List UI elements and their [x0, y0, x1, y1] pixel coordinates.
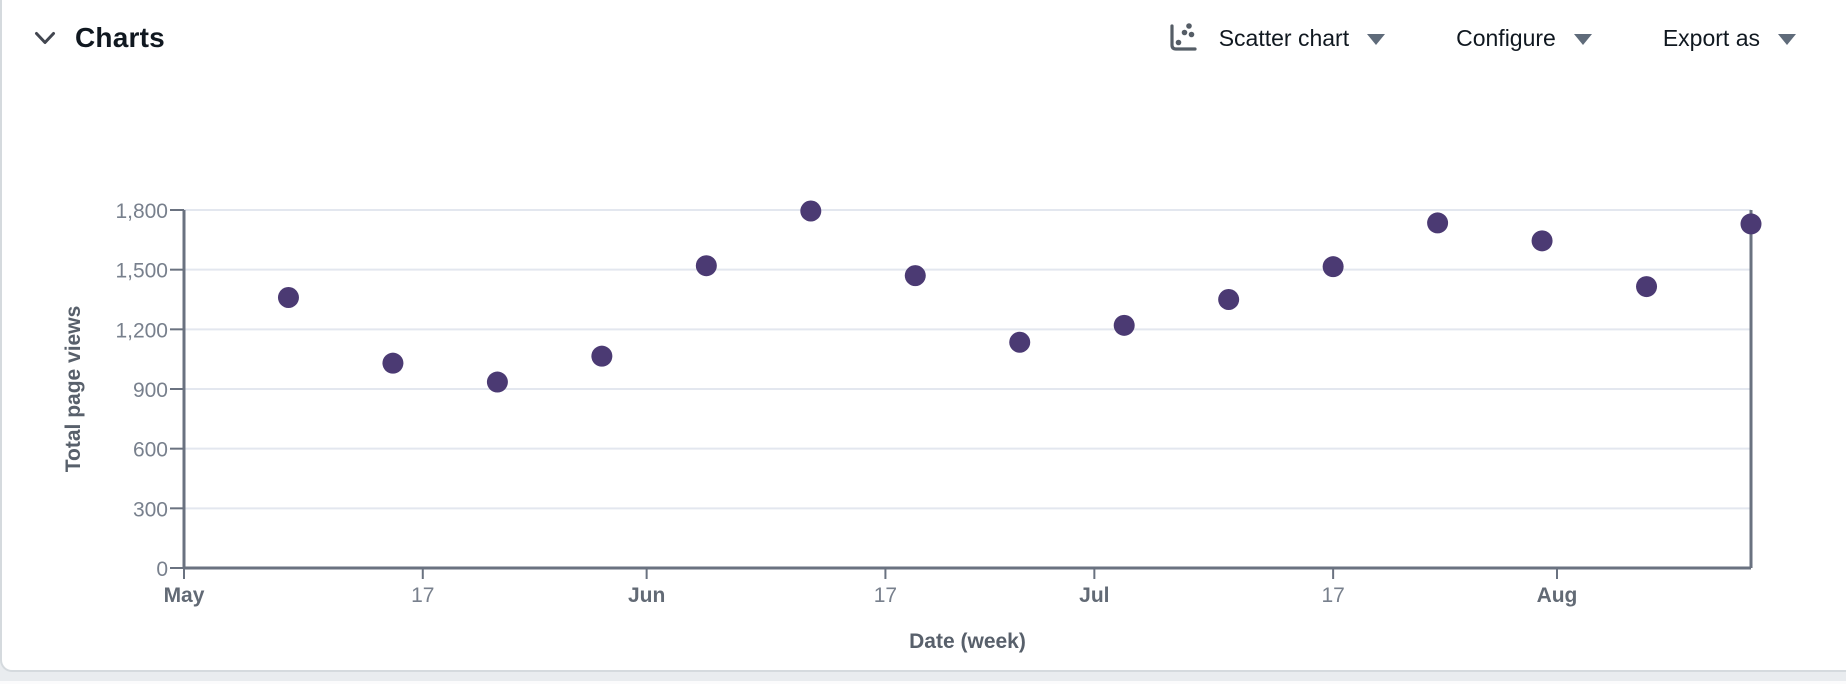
svg-text:Total page views: Total page views [62, 306, 85, 473]
collapse-charts-button[interactable] [33, 26, 57, 50]
data-point[interactable] [1740, 213, 1762, 235]
chart-type-label: Scatter chart [1218, 24, 1350, 51]
data-point[interactable] [904, 265, 926, 287]
svg-text:300: 300 [133, 498, 168, 521]
svg-text:17: 17 [411, 584, 434, 607]
data-point[interactable] [1636, 276, 1658, 298]
configure-label: Configure [1456, 24, 1556, 51]
axis-titles: Date (week) Total page views [62, 306, 1026, 653]
svg-text:Jul: Jul [1079, 584, 1109, 607]
svg-text:1,800: 1,800 [115, 200, 168, 223]
svg-text:Date (week): Date (week) [909, 630, 1026, 653]
y-axis-ticks: 0 300 600 900 1,200 1,500 1,800 [115, 200, 184, 581]
chart-type-dropdown[interactable]: Scatter chart [1165, 20, 1386, 56]
chart-controls: Scatter chart Configure Export as [1165, 20, 1796, 56]
page-title: Charts [75, 22, 165, 53]
svg-text:1,500: 1,500 [115, 260, 168, 283]
data-point[interactable] [591, 345, 613, 367]
data-point[interactable] [1427, 212, 1449, 234]
caret-down-icon [1367, 34, 1386, 45]
data-point[interactable] [1322, 256, 1344, 278]
scatter-chart-icon [1170, 23, 1197, 51]
configure-dropdown[interactable]: Configure [1456, 25, 1592, 52]
data-point[interactable] [1531, 230, 1553, 252]
panel-header: Charts Scatter chart Configure Export as [33, 14, 1796, 62]
svg-text:May: May [164, 584, 205, 607]
data-point[interactable] [486, 371, 508, 393]
data-point[interactable] [1218, 289, 1240, 310]
export-dropdown[interactable]: Export as [1663, 25, 1796, 52]
data-point[interactable] [1009, 331, 1031, 353]
data-point[interactable] [382, 352, 404, 374]
svg-text:900: 900 [133, 379, 168, 402]
svg-text:Jun: Jun [628, 584, 665, 607]
data-point[interactable] [277, 287, 299, 309]
data-point[interactable] [800, 200, 822, 222]
svg-text:600: 600 [133, 439, 168, 462]
y-gridlines [184, 209, 1751, 510]
x-axis-ticks: May 17 Jun 17 Jul 17 Aug [164, 569, 1578, 607]
data-point[interactable] [695, 255, 717, 277]
svg-text:1,200: 1,200 [115, 319, 168, 342]
data-point[interactable] [1113, 314, 1135, 336]
caret-down-icon [1573, 34, 1592, 45]
chevron-down-icon [35, 32, 55, 44]
svg-text:Aug: Aug [1537, 584, 1578, 607]
svg-text:17: 17 [874, 584, 897, 607]
next-section-edge [0, 681, 1846, 684]
svg-text:0: 0 [156, 558, 168, 581]
data-points[interactable] [277, 200, 1762, 393]
svg-text:17: 17 [1321, 584, 1344, 607]
caret-down-icon [1778, 34, 1796, 45]
export-label: Export as [1662, 24, 1760, 51]
